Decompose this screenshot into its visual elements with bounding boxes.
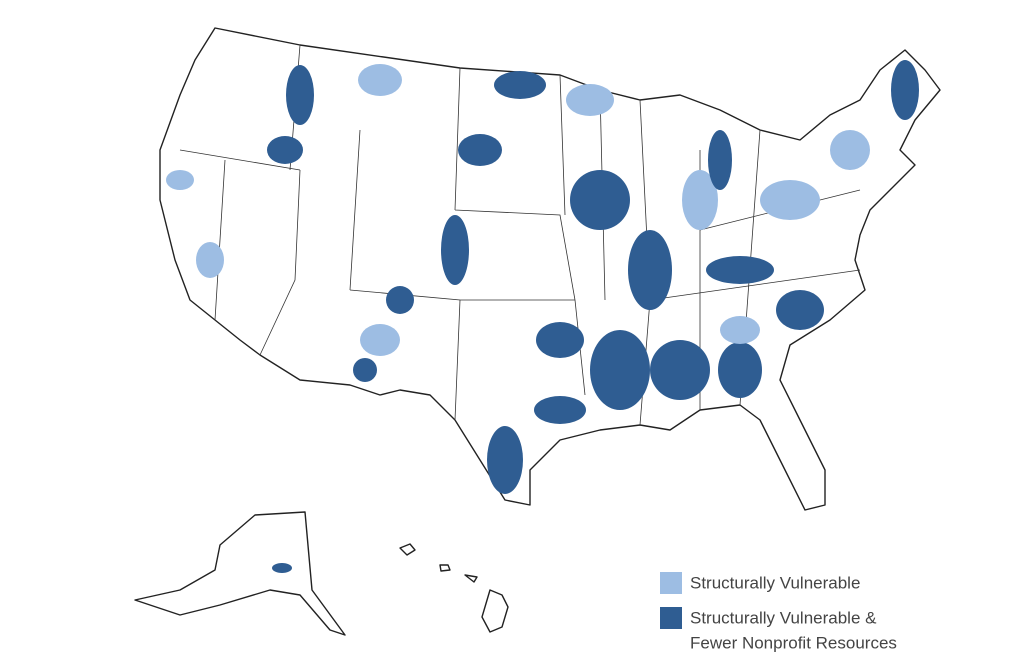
county-cluster — [718, 342, 762, 398]
county-cluster — [358, 64, 402, 96]
county-cluster — [536, 322, 584, 358]
legend: Structurally Vulnerable Structurally Vuln… — [660, 572, 897, 652]
county-cluster — [166, 170, 194, 190]
county-cluster — [360, 324, 400, 356]
legend-swatch — [660, 572, 682, 594]
county-clusters — [166, 60, 919, 494]
county-cluster — [458, 134, 502, 166]
county-cluster — [706, 256, 774, 284]
county-cluster — [286, 65, 314, 125]
alaska — [134, 511, 346, 636]
legend-label: Fewer Nonprofit Resources — [690, 633, 897, 652]
county-cluster — [830, 130, 870, 170]
county-cluster — [776, 290, 824, 330]
county-cluster — [708, 130, 732, 190]
county-cluster — [386, 286, 414, 314]
county-cluster — [628, 230, 672, 310]
legend-label: Structurally Vulnerable & — [690, 608, 877, 627]
contiguous-us — [159, 27, 941, 511]
hawaii-islands — [399, 543, 509, 633]
county-cluster — [566, 84, 614, 116]
legend-swatch — [660, 607, 682, 629]
county-cluster — [891, 60, 919, 120]
alaska-outline — [134, 511, 346, 636]
county-cluster — [570, 170, 630, 230]
hawaii — [399, 543, 509, 633]
county-cluster — [441, 215, 469, 285]
county-cluster — [272, 563, 292, 573]
county-cluster — [760, 180, 820, 220]
county-cluster — [267, 136, 303, 164]
county-cluster — [720, 316, 760, 344]
legend-label: Structurally Vulnerable — [690, 573, 860, 592]
county-cluster — [487, 426, 523, 494]
county-cluster — [650, 340, 710, 400]
county-cluster — [353, 358, 377, 382]
county-cluster — [534, 396, 586, 424]
county-cluster — [682, 170, 718, 230]
county-cluster — [590, 330, 650, 410]
us-outline — [159, 27, 941, 511]
county-cluster — [494, 71, 546, 99]
county-cluster — [196, 242, 224, 278]
